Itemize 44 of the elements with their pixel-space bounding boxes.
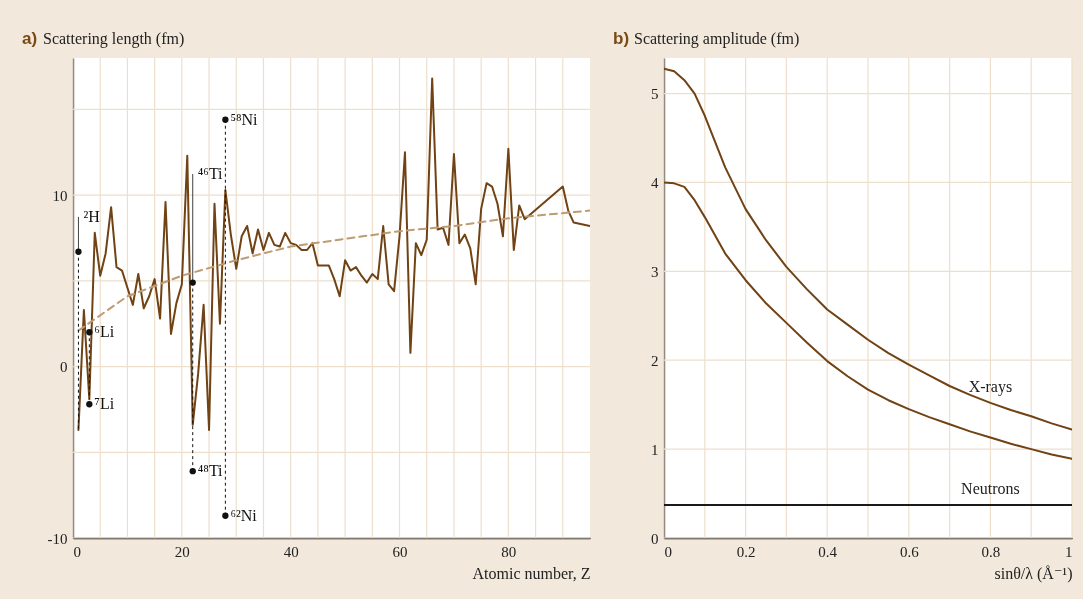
annotation: ⁴⁶Ti bbox=[197, 165, 224, 182]
x-axis-title: Atomic number, Z bbox=[472, 564, 591, 582]
x-tick-label: 0 bbox=[664, 543, 672, 560]
annotation: ⁵⁸Ni bbox=[230, 110, 259, 128]
annotation: ⁶²Ni bbox=[230, 506, 258, 524]
y-tick-label: 1 bbox=[651, 441, 659, 458]
point bbox=[222, 116, 229, 123]
series-label: X-rays bbox=[968, 377, 1013, 396]
x-tick-label: 80 bbox=[501, 543, 517, 560]
x-tick-label: 0 bbox=[73, 543, 81, 560]
point bbox=[189, 467, 196, 475]
y-tick-label: 4 bbox=[651, 174, 659, 191]
point bbox=[86, 329, 93, 336]
chart-title: b) bbox=[613, 29, 630, 48]
annotation: ⁶Li bbox=[94, 323, 115, 341]
line-series bbox=[664, 67, 1072, 431]
y-tick-label: -10 bbox=[47, 530, 68, 547]
x-tick-label: 0.4 bbox=[818, 543, 838, 560]
y-tick-label: 0 bbox=[60, 359, 68, 376]
series-label: Neutrons bbox=[961, 480, 1020, 498]
x-tick-label: 1 bbox=[1065, 543, 1073, 560]
line-series bbox=[77, 77, 590, 431]
y-tick-label: 3 bbox=[651, 263, 659, 280]
y-tick-label: 5 bbox=[651, 86, 659, 103]
point bbox=[75, 248, 82, 255]
line-series bbox=[664, 181, 1072, 460]
y-tick-label: 0 bbox=[651, 530, 659, 547]
y-axis-title: Scattering amplitude (fm) bbox=[634, 30, 800, 48]
y-tick-label: 2 bbox=[651, 352, 659, 369]
x-tick-label: 0.6 bbox=[899, 543, 920, 560]
annotation: ⁴⁸Ti bbox=[197, 462, 224, 480]
chart-title: a) bbox=[22, 29, 38, 48]
x-tick-label: 60 bbox=[392, 543, 408, 560]
point bbox=[222, 512, 229, 519]
x-tick-label: 40 bbox=[283, 543, 299, 560]
x-tick-label: 0.2 bbox=[736, 543, 756, 560]
x-tick-label: 20 bbox=[174, 543, 190, 560]
annotation: ²H bbox=[83, 207, 101, 225]
point bbox=[189, 279, 196, 286]
x-tick-label: 0.8 bbox=[981, 543, 1001, 560]
annotation: ⁷Li bbox=[94, 395, 115, 413]
y-tick-label: 10 bbox=[52, 187, 68, 204]
x-axis-title: sinθ/λ (Å⁻¹) bbox=[994, 564, 1073, 583]
y-axis-title: Scattering length (fm) bbox=[43, 30, 185, 48]
